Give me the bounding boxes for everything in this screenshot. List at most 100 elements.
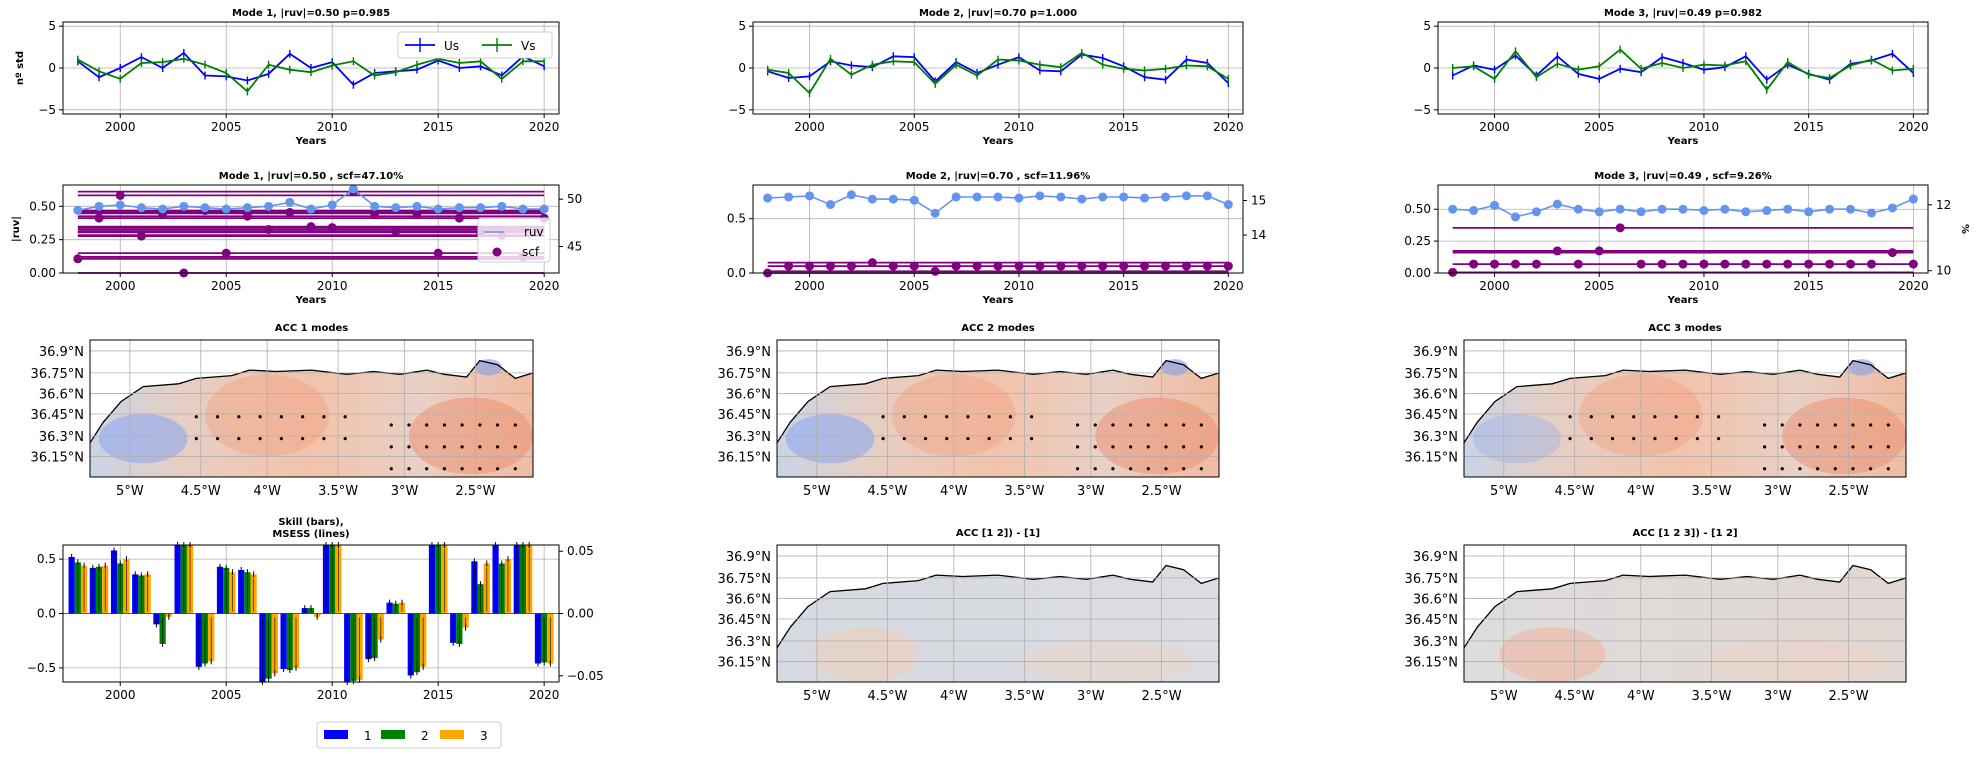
significance-dot	[1199, 423, 1203, 427]
mode3-ruv-scf-panel: Mode 3, |ruv|=0.49 , scf=9.26% 0.50 0.25 0.…	[1404, 171, 1970, 306]
significance-dot	[1798, 445, 1802, 449]
coastline	[776, 359, 1220, 444]
lat-tick-label: 36.45°N	[718, 408, 771, 423]
map-frame	[1463, 339, 1907, 478]
significance-dot	[1716, 415, 1721, 419]
ruv-point	[1014, 193, 1024, 203]
rs1-xtick-label: 2000	[794, 279, 825, 293]
significance-dot	[1816, 467, 1820, 471]
ruv-point	[1098, 192, 1108, 202]
map-title: ACC 3 modes	[1648, 323, 1722, 334]
ruv-point	[1762, 206, 1772, 216]
scf-point	[327, 223, 337, 233]
map-panel-3: ACC 3 modes 36.9°N 36.75°N 36.6°N 36.45°N 36.…	[1405, 323, 1907, 499]
ruv-point	[1531, 207, 1541, 217]
significance-dot	[1589, 415, 1593, 419]
scf-point	[1056, 261, 1066, 271]
significance-dot	[425, 445, 429, 449]
significance-dot	[279, 415, 283, 419]
rs0-xtick-label: 2010	[317, 279, 348, 293]
lon-tick-label: 3°W	[391, 484, 419, 499]
negative-correlation-patch	[475, 359, 502, 376]
ruv-point	[972, 192, 982, 202]
rs1-xtick-label: 2015	[1108, 279, 1139, 293]
scf-point	[1552, 246, 1562, 256]
lat-tick-label: 36.3°N	[726, 430, 771, 445]
map-title: ACC [1 2 3]) - [1 2]	[1632, 528, 1737, 539]
map-panel-5: ACC [1 2 3]) - [1 2] 36.9°N 36.75°N 36.6°N 3…	[1405, 528, 1907, 704]
scf-point	[412, 208, 422, 218]
lat-tick-label: 36.9°N	[39, 345, 84, 360]
lon-tick-label: 3.5°W	[1692, 689, 1732, 704]
ruv-point	[412, 201, 422, 211]
rs1-xtick-label: 2005	[899, 279, 930, 293]
ruv-point	[518, 204, 528, 214]
significance-dot	[1029, 415, 1034, 419]
significance-dot	[1653, 415, 1657, 419]
lat-tick-label: 36.9°N	[1413, 550, 1458, 565]
mode2-ruv-scf-panel: Mode 2, |ruv|=0.70 , scf=11.96% 0.5 0.0 15 1…	[727, 171, 1266, 306]
ruv-point	[476, 203, 486, 213]
ts2-xtick-label: 2015	[1793, 120, 1824, 134]
lon-tick-label: 2.5°W	[1142, 689, 1182, 704]
sk-xtick-label: 2020	[529, 688, 560, 702]
significance-dot	[1164, 423, 1168, 427]
ts1-xtick-label: 2020	[1213, 120, 1244, 134]
lon-tick-label: 5°W	[116, 484, 144, 499]
significance-dot	[881, 437, 885, 441]
rs1-xtick-label: 2020	[1213, 279, 1244, 293]
significance-dot	[194, 415, 198, 419]
ts1-xtick-label: 2015	[1108, 120, 1139, 134]
mode2-timeseries-panel: Mode 2, |ruv|=0.70 p=1.000 5 0 −5 2000 2005 20…	[728, 8, 1243, 147]
ts1-xtick-label: 2000	[794, 120, 825, 134]
significance-dot	[301, 415, 305, 419]
significance-dot	[1008, 437, 1012, 441]
scf-point	[1469, 259, 1479, 269]
lat-tick-label: 36.75°N	[1405, 572, 1458, 587]
significance-dot	[478, 445, 482, 449]
scf-point	[370, 208, 380, 218]
rs1-frame	[752, 184, 1244, 274]
significance-dot	[1695, 437, 1699, 441]
scf-point	[888, 261, 898, 271]
ruv-point	[136, 203, 146, 213]
ruv-point	[1223, 200, 1233, 210]
significance-dot	[513, 467, 517, 471]
coastline	[89, 359, 534, 444]
scf-point	[1741, 259, 1751, 269]
rs1-ytick-label: 0.0	[727, 266, 746, 280]
ruv-point	[1552, 199, 1562, 209]
sk-xtick-label: 2000	[105, 688, 136, 702]
scf-point	[1490, 259, 1500, 269]
scf-point	[825, 261, 835, 271]
scf-point	[1448, 267, 1458, 277]
ts0-ytick-label: −5	[38, 103, 56, 117]
significance-dot	[1869, 445, 1873, 449]
lat-tick-label: 36.75°N	[1405, 367, 1458, 382]
significance-dot	[215, 415, 220, 419]
lat-tick-label: 36.9°N	[1413, 345, 1458, 360]
significance-dot	[1762, 445, 1767, 449]
scf-point	[1657, 259, 1667, 269]
lat-tick-label: 36.15°N	[718, 655, 771, 670]
ruv-point	[1510, 212, 1520, 222]
map-title: ACC 1 modes	[275, 323, 349, 334]
lat-tick-label: 36.15°N	[1405, 450, 1458, 465]
legend-entry: scf	[522, 245, 540, 259]
rs2-y2tick-label: 12	[1936, 198, 1951, 212]
map-frame	[1463, 544, 1907, 683]
ts0-xtick-label: 2020	[529, 120, 560, 134]
significance-dot	[1008, 415, 1012, 419]
panel-title: Skill (bars), MSESS (lines)	[272, 517, 349, 540]
lat-tick-label: 36.6°N	[726, 592, 771, 607]
significance-dot	[237, 415, 241, 419]
significance-dot	[1568, 415, 1572, 419]
significance-dot	[1653, 437, 1657, 441]
significance-dot	[1589, 437, 1593, 441]
significance-dot	[945, 415, 949, 419]
sk-y2tick-label: 0.05	[567, 544, 594, 558]
lon-tick-label: 2.5°W	[1142, 484, 1182, 499]
significance-dot	[425, 423, 429, 427]
ruv-point	[306, 204, 316, 214]
